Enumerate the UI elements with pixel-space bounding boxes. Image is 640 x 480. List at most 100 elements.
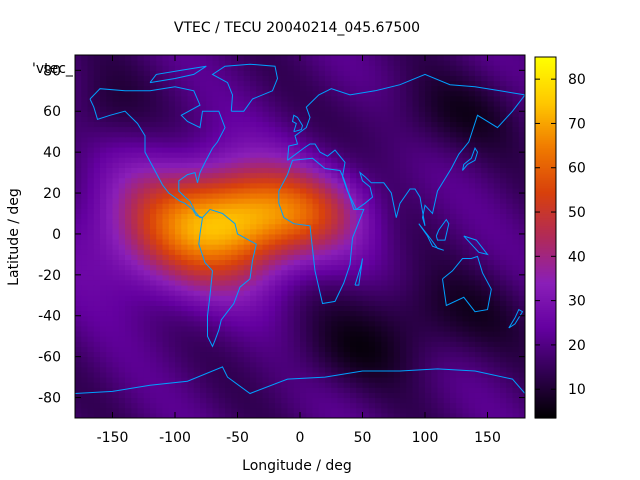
- heatmap-cell: [356, 346, 363, 353]
- heatmap-cell: [406, 412, 413, 418]
- heatmap-cell: [381, 341, 388, 347]
- heatmap-cell: [243, 392, 251, 399]
- heatmap-cell: [156, 366, 163, 373]
- heatmap-cell: [493, 75, 501, 82]
- heatmap-cell: [381, 279, 388, 286]
- heatmap-cell: [306, 147, 313, 153]
- heatmap-cell: [387, 325, 395, 332]
- heatmap-cell: [100, 228, 107, 235]
- heatmap-cell: [468, 131, 476, 138]
- heatmap-cell: [306, 203, 313, 209]
- heatmap-cell: [512, 264, 520, 271]
- heatmap-cell: [137, 208, 145, 214]
- heatmap-cell: [250, 290, 257, 296]
- heatmap-cell: [162, 121, 170, 128]
- heatmap-cell: [125, 198, 132, 204]
- heatmap-cell: [262, 198, 270, 204]
- heatmap-cell: [450, 193, 457, 199]
- heatmap-cell: [343, 407, 351, 414]
- heatmap-cell: [131, 305, 138, 312]
- heatmap-cell: [300, 382, 307, 388]
- heatmap-cell: [225, 244, 232, 250]
- heatmap-cell: [118, 167, 126, 174]
- heatmap-cell: [518, 366, 525, 373]
- heatmap-cell: [450, 70, 457, 76]
- heatmap-cell: [331, 80, 338, 87]
- heatmap-cell: [281, 162, 288, 168]
- heatmap-cell: [462, 157, 470, 163]
- heatmap-cell: [106, 177, 113, 184]
- heatmap-cell: [156, 392, 163, 399]
- heatmap-cell: [443, 300, 451, 307]
- heatmap-cell: [212, 198, 220, 204]
- heatmap-cell: [187, 147, 195, 153]
- heatmap-cell: [475, 85, 482, 92]
- heatmap-cell: [293, 371, 301, 378]
- heatmap-cell: [237, 172, 245, 179]
- heatmap-cell: [118, 274, 126, 281]
- heatmap-cell: [75, 300, 82, 307]
- heatmap-cell: [487, 392, 495, 399]
- heatmap-cell: [212, 341, 220, 347]
- heatmap-cell: [81, 259, 88, 266]
- heatmap-cell: [268, 162, 276, 168]
- heatmap-cell: [193, 310, 201, 317]
- heatmap-cell: [468, 254, 476, 261]
- heatmap-cell: [506, 361, 513, 368]
- heatmap-cell: [268, 397, 276, 404]
- heatmap-cell: [481, 387, 488, 393]
- heatmap-cell: [443, 177, 451, 184]
- heatmap-cell: [512, 187, 520, 194]
- heatmap-cell: [87, 228, 95, 235]
- heatmap-cell: [431, 315, 438, 322]
- heatmap-cell: [193, 264, 201, 271]
- heatmap-cell: [200, 111, 207, 117]
- heatmap-cell: [143, 269, 151, 276]
- heatmap-cell: [143, 60, 151, 66]
- heatmap-cell: [300, 106, 307, 112]
- heatmap-cell: [275, 213, 282, 220]
- heatmap-cell: [350, 172, 357, 179]
- heatmap-cell: [93, 382, 101, 388]
- heatmap-cell: [75, 320, 82, 327]
- heatmap-cell: [175, 141, 182, 148]
- heatmap-cell: [150, 392, 157, 399]
- heatmap-cell: [431, 274, 438, 281]
- heatmap-cell: [293, 203, 301, 209]
- heatmap-cell: [168, 70, 176, 76]
- heatmap-cell: [375, 290, 382, 296]
- heatmap-cell: [250, 305, 257, 312]
- heatmap-cell: [81, 85, 88, 92]
- heatmap-cell: [268, 172, 276, 179]
- heatmap-cell: [318, 392, 326, 399]
- heatmap-cell: [181, 147, 188, 153]
- heatmap-cell: [325, 305, 332, 312]
- heatmap-cell: [93, 65, 101, 71]
- heatmap-cell: [131, 136, 138, 143]
- heatmap-cell: [225, 310, 232, 317]
- heatmap-cell: [237, 244, 245, 250]
- heatmap-cell: [468, 264, 476, 271]
- heatmap-cell: [231, 198, 238, 204]
- heatmap-cell: [437, 80, 445, 87]
- heatmap-cell: [350, 126, 357, 133]
- heatmap-cell: [206, 320, 213, 327]
- heatmap-cell: [512, 106, 520, 112]
- heatmap-cell: [362, 244, 370, 250]
- heatmap-cell: [456, 397, 463, 404]
- heatmap-cell: [518, 249, 525, 255]
- heatmap-cell: [168, 233, 176, 240]
- heatmap-cell: [218, 285, 226, 291]
- heatmap-cell: [343, 331, 351, 337]
- heatmap-cell: [137, 274, 145, 281]
- heatmap-cell: [162, 106, 170, 112]
- heatmap-cell: [468, 356, 476, 363]
- heatmap-cell: [512, 218, 520, 225]
- heatmap-cell: [181, 162, 188, 168]
- heatmap-cell: [418, 254, 426, 261]
- heatmap-cell: [450, 147, 457, 153]
- heatmap-cell: [87, 213, 95, 220]
- heatmap-cell: [156, 198, 163, 204]
- heatmap-cell: [400, 239, 407, 245]
- heatmap-cell: [237, 65, 245, 71]
